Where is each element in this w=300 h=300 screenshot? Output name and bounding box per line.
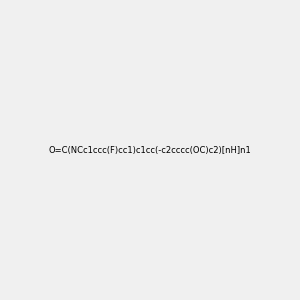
Text: O=C(NCc1ccc(F)cc1)c1cc(-c2cccc(OC)c2)[nH]n1: O=C(NCc1ccc(F)cc1)c1cc(-c2cccc(OC)c2)[nH… (49, 146, 251, 154)
